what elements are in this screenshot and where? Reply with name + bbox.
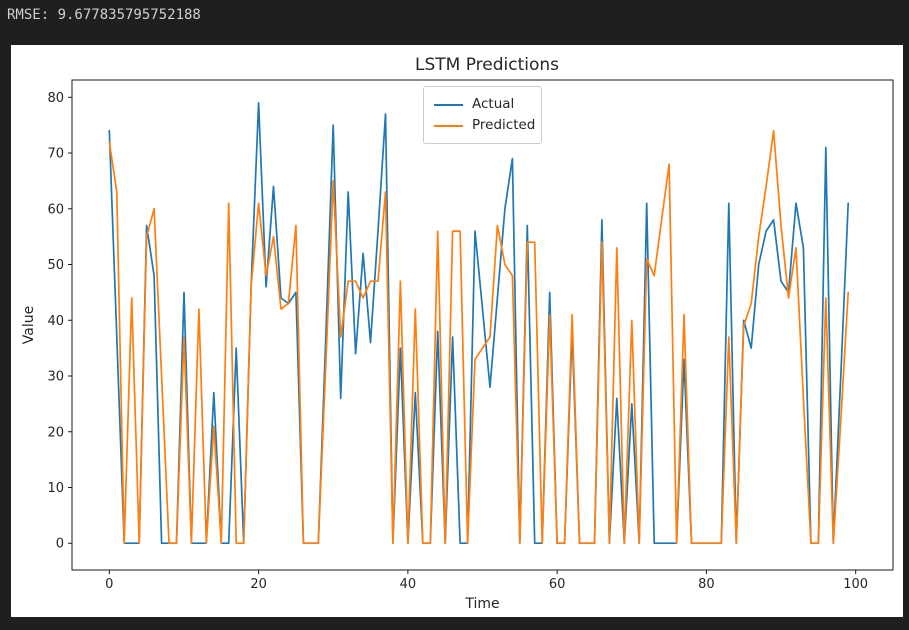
legend-line-sample-actual: [434, 103, 463, 106]
y-tick-label: 40: [47, 314, 64, 329]
y-tick-label: 10: [47, 481, 64, 496]
y-tick-label: 80: [47, 91, 64, 106]
terminal-rmse-output: RMSE: 9.677835795752188: [7, 7, 201, 23]
x-tick-label: 0: [105, 577, 113, 592]
y-tick-label: 60: [47, 202, 64, 217]
series-line-actual: [108, 102, 850, 545]
y-tick-label: 20: [47, 425, 64, 440]
legend-label-predicted: Predicted: [472, 116, 536, 133]
legend-entry-actual: Actual: [434, 94, 531, 115]
x-tick-label: 80: [698, 577, 715, 592]
series-line-predicted: [108, 129, 850, 545]
y-tick-label: 30: [47, 370, 64, 385]
x-tick-label: 40: [400, 577, 417, 592]
legend-line-sample-predicted: [434, 124, 463, 127]
plot-border: [71, 79, 894, 571]
y-tick-label: 50: [47, 258, 64, 273]
chart-title: LSTM Predictions: [11, 55, 903, 75]
x-tick-label: 100: [843, 577, 868, 592]
x-tick-label: 20: [250, 577, 267, 592]
matplotlib-figure: 0 20 40 60 80 100 0 10 20 30 40 50 60 70 80 LSTM Predi…: [11, 45, 903, 617]
chart-legend: Actual Predicted: [423, 86, 542, 144]
chart-canvas: 0 20 40 60 80 100 0 10 20 30 40 50 60 70 80: [47, 79, 894, 592]
legend-label-actual: Actual: [472, 95, 515, 112]
y-tick-label: 0: [56, 537, 64, 552]
legend-entry-predicted: Predicted: [434, 115, 535, 136]
y-tick-label: 70: [47, 147, 64, 162]
x-axis-label: Time: [465, 596, 500, 612]
x-tick-label: 60: [549, 577, 566, 592]
chart-title-text: LSTM Predictions: [414, 55, 560, 75]
y-axis-label: Value: [21, 305, 37, 345]
